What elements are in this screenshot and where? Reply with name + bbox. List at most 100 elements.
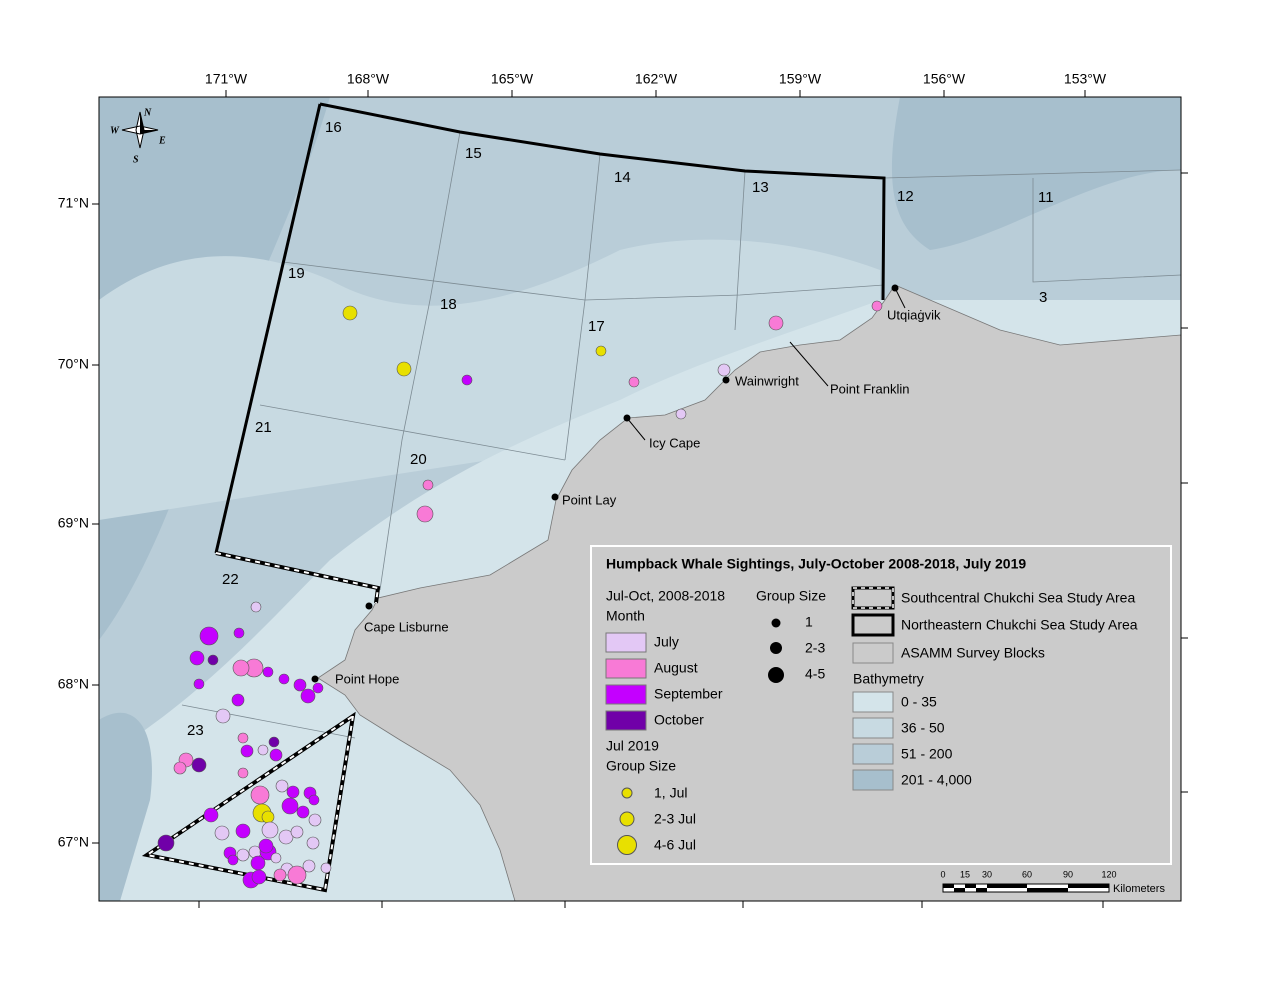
sighting xyxy=(768,315,784,331)
sighting xyxy=(275,779,289,793)
block-label: 16 xyxy=(325,119,342,136)
sighting xyxy=(203,807,219,823)
sighting xyxy=(261,821,279,839)
sighting xyxy=(189,650,205,666)
sighting xyxy=(281,797,299,815)
sighting xyxy=(320,862,332,874)
survey-blocks xyxy=(181,131,1181,739)
place-label: Point Lay xyxy=(562,492,617,507)
legend-size: 4-6 Jul xyxy=(654,837,696,853)
lat-label: 70°N xyxy=(58,356,89,372)
compass-n: N xyxy=(143,107,152,118)
sighting xyxy=(207,654,219,666)
southcentral-study-area-dash xyxy=(144,552,380,892)
bathymetry-36-50 xyxy=(99,239,880,520)
legend-group: 4-5 xyxy=(805,666,825,682)
place-label: Point Franklin xyxy=(830,381,909,396)
scale-tick: 30 xyxy=(982,869,992,879)
sighting xyxy=(231,693,245,707)
sighting xyxy=(215,708,231,724)
sighting xyxy=(262,666,274,678)
sighting xyxy=(416,505,434,523)
sighting xyxy=(191,757,207,773)
sighting xyxy=(302,859,316,873)
legend-heading: Month xyxy=(606,608,645,624)
sighting xyxy=(278,673,290,685)
sighting xyxy=(173,761,187,775)
lat-label: 67°N xyxy=(58,834,89,850)
sighting xyxy=(273,868,287,882)
sighting xyxy=(269,748,283,762)
block-label: 15 xyxy=(465,145,482,162)
legend-heading: Group Size xyxy=(606,758,676,774)
block-label: 19 xyxy=(288,265,305,282)
sighting xyxy=(250,601,262,613)
legend-size: 1, Jul xyxy=(654,785,687,801)
sighting xyxy=(290,825,304,839)
ticks xyxy=(92,90,1188,908)
sighting xyxy=(278,829,294,845)
sighting xyxy=(595,345,607,357)
sighting xyxy=(296,805,310,819)
sighting xyxy=(214,825,230,841)
block-label: 11 xyxy=(1038,189,1054,206)
lon-label: 165°W xyxy=(491,71,534,87)
sighting xyxy=(308,813,322,827)
block-label: 20 xyxy=(410,451,427,468)
sighting xyxy=(422,479,434,491)
lat-label: 71°N xyxy=(58,195,89,211)
sighting xyxy=(232,659,250,677)
scale-tick: 120 xyxy=(1101,869,1116,879)
sighting xyxy=(250,855,266,871)
legend-month: July xyxy=(654,634,679,650)
sighting xyxy=(717,363,731,377)
legend-month: August xyxy=(654,660,698,676)
legend-heading: Jul-Oct, 2008-2018 xyxy=(606,588,725,604)
block-label: 21 xyxy=(255,419,272,436)
sighting xyxy=(199,626,219,646)
scale-tick: 60 xyxy=(1022,869,1032,879)
legend-size: 2-3 Jul xyxy=(654,811,696,827)
legend-area: Northeastern Chukchi Sea Study Area xyxy=(901,617,1138,633)
lat-label: 69°N xyxy=(58,515,89,531)
sighting xyxy=(286,785,300,799)
lon-label: 171°W xyxy=(205,71,248,87)
frame xyxy=(98,96,1182,902)
sighting xyxy=(300,688,316,704)
legend-depth: 0 - 35 xyxy=(901,694,937,710)
scale-tick: 0 xyxy=(940,869,945,879)
sighting xyxy=(461,374,473,386)
lon-label: 162°W xyxy=(635,71,678,87)
block-label: 17 xyxy=(588,318,605,335)
sighting xyxy=(675,408,687,420)
sighting xyxy=(287,865,307,885)
block-label: 18 xyxy=(440,296,457,313)
lon-label: 159°W xyxy=(779,71,822,87)
block-label: 23 xyxy=(187,722,204,739)
legend-group: 2-3 xyxy=(805,640,825,656)
sighting xyxy=(193,678,205,690)
northeastern-study-area xyxy=(214,102,886,554)
place-label: Utqiaġvik xyxy=(887,307,941,322)
sighting xyxy=(258,838,274,854)
scale-tick: 90 xyxy=(1063,869,1073,879)
place-label: Point Hope xyxy=(335,671,399,686)
block-label: 3 xyxy=(1039,289,1047,306)
sighting xyxy=(312,682,324,694)
legend-area: ASAMM Survey Blocks xyxy=(901,645,1045,661)
legend-area: Southcentral Chukchi Sea Study Area xyxy=(901,590,1135,606)
sightings xyxy=(157,300,883,889)
block-label: 12 xyxy=(897,188,914,205)
sighting xyxy=(157,834,175,852)
bathymetry-deep-sw xyxy=(99,712,152,901)
scale-unit: Kilometers xyxy=(1113,883,1165,895)
sighting xyxy=(293,678,307,692)
sighting xyxy=(237,767,249,779)
legend-title: Humpback Whale Sightings, July-October 2… xyxy=(606,556,1026,572)
sighting xyxy=(227,854,239,866)
legend-depth: 51 - 200 xyxy=(901,746,953,762)
place-label: Wainwright xyxy=(735,373,799,388)
compass-w: W xyxy=(110,125,120,136)
legend-month: September xyxy=(654,686,723,702)
